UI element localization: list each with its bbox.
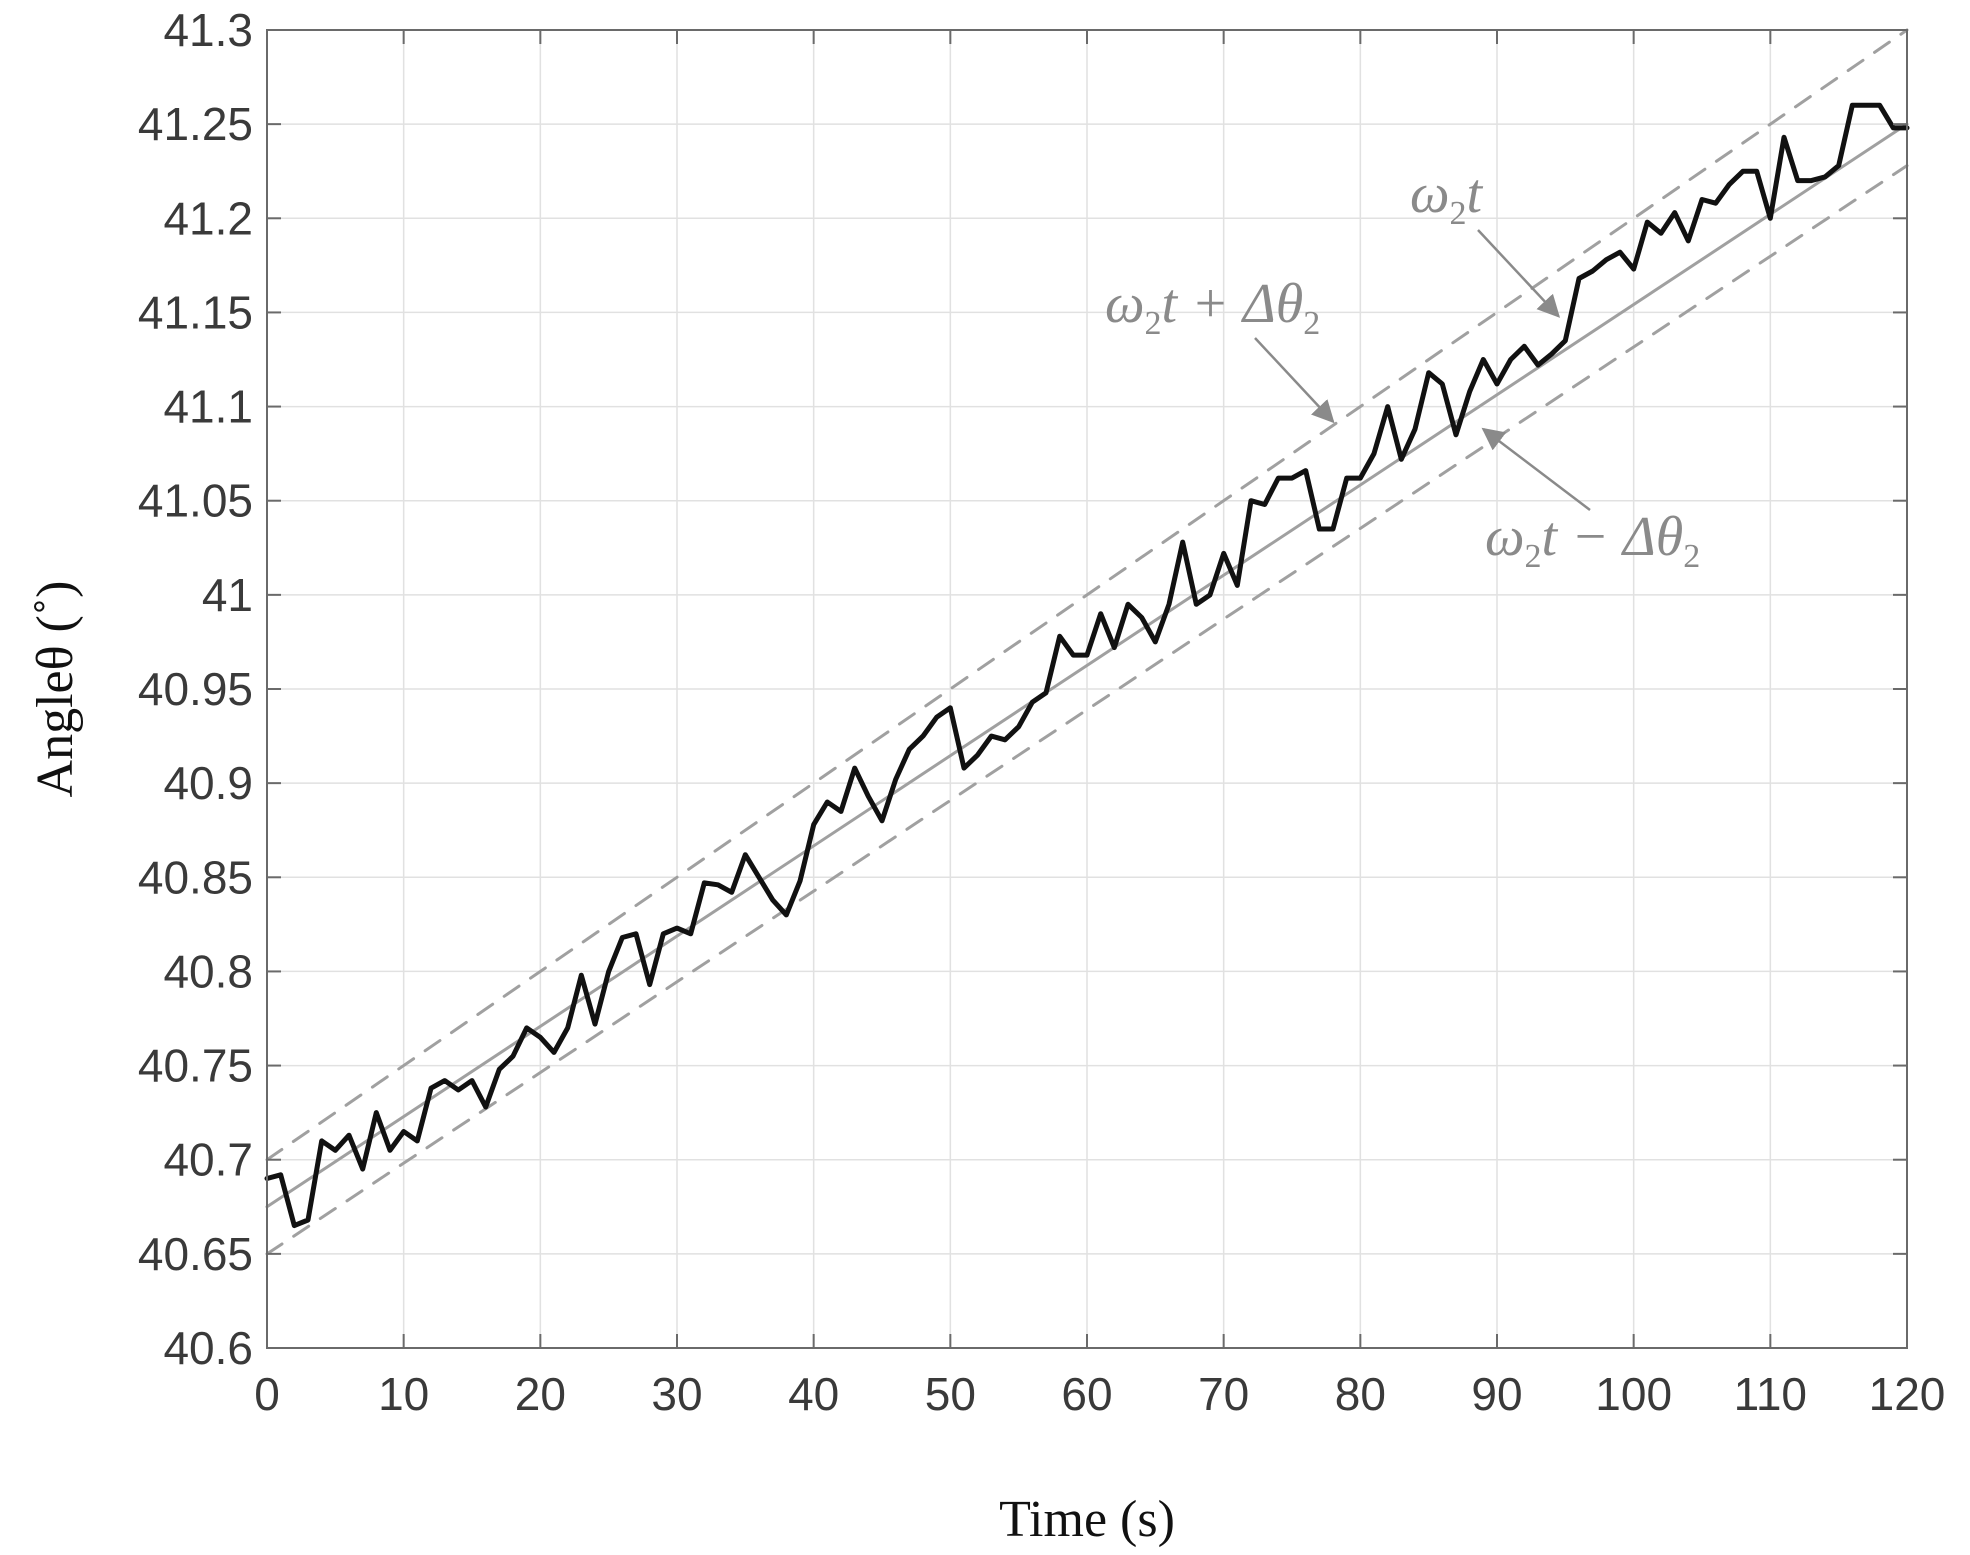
annotation-omega-t-minus: ω2t − Δθ2: [1485, 506, 1700, 575]
y-tick-label: 41.3: [163, 4, 253, 56]
x-tick-label: 110: [1734, 1368, 1807, 1420]
annotation-omega-t-plus-arrow: [1254, 337, 1335, 424]
y-tick-label: 41.05: [138, 475, 253, 527]
axis-ticks: [266, 29, 1908, 1349]
x-tick-label: 40: [788, 1368, 839, 1420]
annotation-omega-t: ω2t: [1410, 163, 1484, 232]
y-tick-label: 40.95: [138, 663, 253, 715]
x-tick-label: 20: [515, 1368, 566, 1420]
x-tick-label: 120: [1869, 1368, 1946, 1420]
angle-series-line: [264, 102, 1910, 1229]
y-tick-label: 40.75: [138, 1040, 253, 1092]
y-tick-label: 41.15: [138, 286, 253, 338]
x-tick-label: 90: [1471, 1368, 1522, 1420]
x-tick-label: 60: [1061, 1368, 1112, 1420]
bound-dashed-line: [265, 164, 1909, 1256]
tick-labels: 0 10 20 30 40 50 60 70 80 90 100 110 120 40.6 40.65 40.…: [138, 4, 1946, 1420]
y-tick-label: 40.8: [163, 945, 253, 997]
x-axis-title: Time (s): [999, 1491, 1175, 1548]
x-tick-label: 100: [1595, 1368, 1672, 1420]
annotation-omega-t-plus: ω2t + Δθ2: [1105, 273, 1320, 342]
series-layer: [264, 28, 1910, 1256]
y-tick-label: 40.6: [163, 1322, 253, 1374]
annotation-omega-t-minus-arrow: [1481, 427, 1591, 511]
annotations: ω2t ω2t + Δθ2 ω2t − Δθ2: [1105, 163, 1700, 575]
x-tick-label: 0: [254, 1368, 280, 1420]
y-axis-title: Angleθ (˚): [27, 581, 84, 798]
y-tick-label: 41: [202, 569, 253, 621]
annotation-omega-t-arrow: [1477, 229, 1561, 318]
y-tick-label: 40.85: [138, 851, 253, 903]
y-tick-label: 41.25: [138, 98, 253, 150]
x-tick-label: 10: [378, 1368, 429, 1420]
x-tick-label: 30: [651, 1368, 702, 1420]
y-tick-label: 40.9: [163, 757, 253, 809]
omega-t-line: [265, 122, 1909, 1209]
y-tick-label: 41.2: [163, 192, 253, 244]
x-tick-label: 70: [1198, 1368, 1249, 1420]
y-tick-label: 40.65: [138, 1228, 253, 1280]
x-tick-label: 80: [1335, 1368, 1386, 1420]
y-tick-label: 40.7: [163, 1134, 253, 1186]
bound-dashed-line: [265, 28, 1909, 1162]
x-tick-label: 50: [925, 1368, 976, 1420]
y-tick-label: 41.1: [163, 381, 253, 433]
